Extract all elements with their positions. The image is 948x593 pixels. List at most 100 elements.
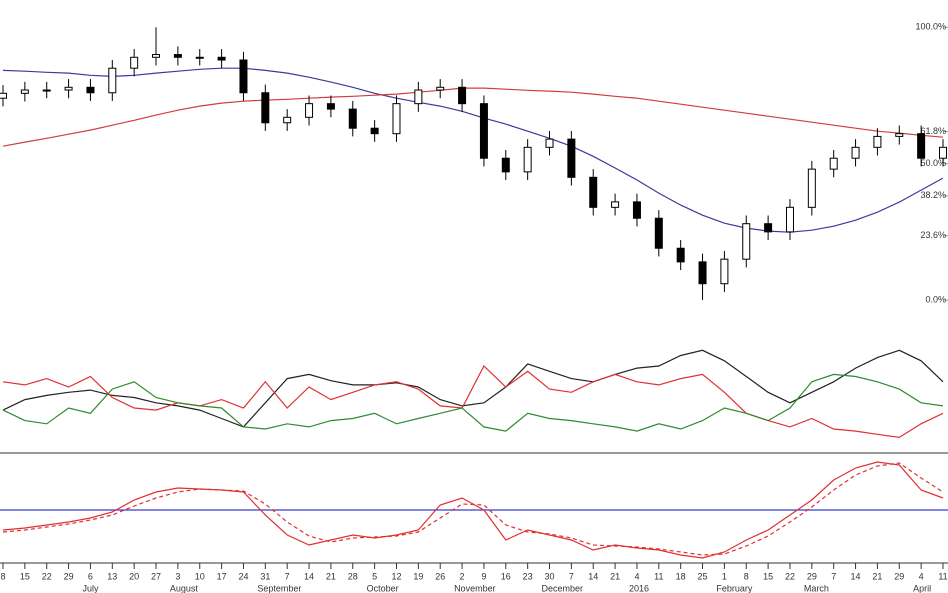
candle-body — [130, 56, 139, 69]
x-tick-label: 19 — [413, 571, 423, 581]
candle-body — [20, 89, 29, 94]
y-tick-label: 38.2% — [920, 190, 946, 200]
candle-body — [173, 54, 182, 58]
x-tick-label: 23 — [523, 571, 533, 581]
y-tick-label: 100.0% — [915, 22, 946, 32]
candle-body — [501, 157, 510, 173]
x-tick-label: 12 — [391, 571, 401, 581]
candle-body — [698, 261, 707, 285]
candle-body — [545, 138, 554, 148]
candle-body — [217, 56, 226, 61]
candle-body — [479, 103, 488, 159]
x-tick-label: 20 — [129, 571, 139, 581]
candle-body — [370, 127, 379, 135]
x-tick-label: 21 — [872, 571, 882, 581]
x-tick-label: 30 — [545, 571, 555, 581]
x-tick-label: 2 — [460, 571, 465, 581]
month-label: December — [542, 583, 584, 593]
x-tick-label: 26 — [435, 571, 445, 581]
x-tick-label: 15 — [763, 571, 773, 581]
candle-body — [414, 89, 423, 105]
x-tick-label: 25 — [698, 571, 708, 581]
candle-body — [64, 86, 73, 91]
candle-body — [851, 146, 860, 159]
candle-body — [917, 133, 926, 159]
x-tick-label: 14 — [851, 571, 861, 581]
candle-body — [523, 146, 532, 173]
x-tick-label: 11 — [938, 571, 947, 581]
candle-body — [611, 201, 620, 208]
candle-body — [873, 135, 882, 148]
y-tick-label: 61.8% — [920, 126, 946, 136]
candle-body — [42, 89, 51, 92]
candle-body — [283, 116, 292, 124]
x-tick-label: 29 — [894, 571, 904, 581]
x-tick-label: 4 — [634, 571, 639, 581]
y-tick-label: 23.6% — [920, 230, 946, 240]
candle-body — [108, 67, 117, 94]
candle-body — [436, 86, 445, 91]
x-tick-label: 16 — [501, 571, 511, 581]
month-label: July — [82, 583, 99, 593]
x-tick-label: 22 — [42, 571, 52, 581]
x-tick-label: 6 — [88, 571, 93, 581]
candle-body — [567, 138, 576, 178]
month-label: August — [170, 583, 199, 593]
candle-body — [654, 217, 663, 249]
candle-body — [742, 223, 751, 260]
candle-body — [829, 157, 838, 170]
candle-body — [348, 108, 357, 129]
x-tick-label: 7 — [831, 571, 836, 581]
line-series — [2, 87, 944, 147]
x-tick-label: 10 — [195, 571, 205, 581]
candle-body — [764, 223, 773, 233]
x-tick-label: 21 — [610, 571, 620, 581]
month-label: November — [454, 583, 496, 593]
candle-body — [676, 247, 685, 263]
x-tick-label: 7 — [285, 571, 290, 581]
x-tick-label: 14 — [304, 571, 314, 581]
x-tick-label: 8 — [744, 571, 749, 581]
x-tick-label: 1 — [722, 571, 727, 581]
line-series — [2, 365, 944, 439]
x-tick-label: 27 — [151, 571, 161, 581]
candle-body — [458, 86, 467, 105]
x-tick-label: 13 — [107, 571, 117, 581]
month-label: March — [804, 583, 829, 593]
candle-body — [589, 176, 598, 208]
line-series — [2, 462, 944, 556]
y-tick-label: 50.0% — [920, 158, 946, 168]
x-tick-label: 29 — [64, 571, 74, 581]
line-series — [2, 373, 944, 432]
line-series — [2, 67, 944, 233]
x-tick-label: 18 — [676, 571, 686, 581]
x-tick-label: 29 — [807, 571, 817, 581]
candle-body — [195, 56, 204, 59]
candle-body — [86, 86, 95, 94]
x-tick-label: 31 — [260, 571, 270, 581]
x-tick-label: 8 — [0, 571, 5, 581]
x-tick-label: 22 — [785, 571, 795, 581]
x-tick-label: 17 — [217, 571, 227, 581]
candle-body — [785, 206, 794, 233]
candle-body — [239, 59, 248, 94]
candle-body — [392, 103, 401, 135]
month-label: 2016 — [629, 583, 649, 593]
line-series — [2, 349, 944, 428]
x-tick-label: 11 — [654, 571, 663, 581]
candle-body — [632, 201, 641, 219]
x-tick-label: 24 — [238, 571, 248, 581]
candle-body — [326, 103, 335, 110]
x-tick-label: 28 — [348, 571, 358, 581]
candle-body — [807, 168, 816, 208]
x-tick-label: 21 — [326, 571, 336, 581]
candle-body — [939, 146, 947, 159]
candle-body — [261, 92, 270, 124]
x-tick-label: 4 — [919, 571, 924, 581]
candle-body — [895, 133, 904, 137]
x-tick-label: 7 — [569, 571, 574, 581]
candle-body — [0, 92, 7, 99]
candle-body — [305, 103, 314, 118]
x-tick-label: 9 — [481, 571, 486, 581]
